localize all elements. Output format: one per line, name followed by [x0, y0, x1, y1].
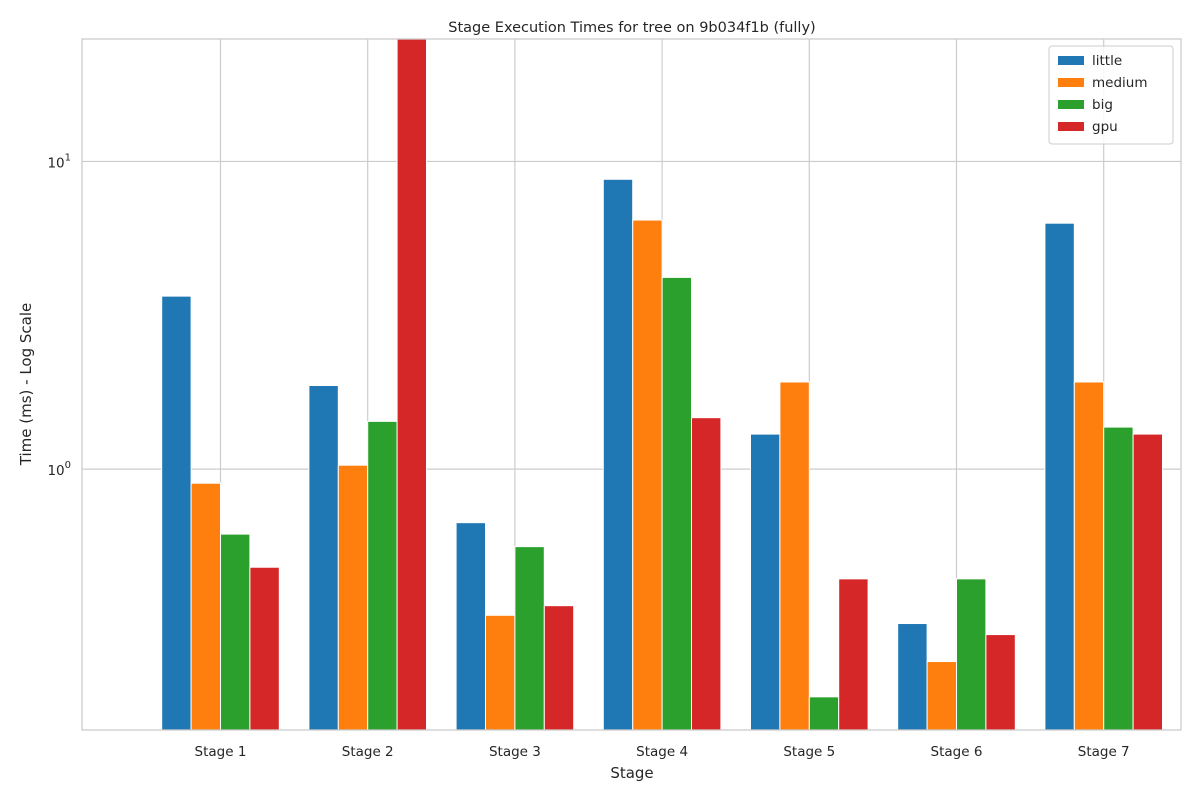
bar-little	[308, 385, 339, 731]
bar-medium	[779, 381, 810, 731]
y-axis-label: Time (ms) - Log Scale	[17, 303, 35, 466]
legend-swatch-little	[1058, 56, 1084, 65]
bar-gpu	[985, 634, 1016, 731]
bar-big	[514, 546, 545, 731]
bars	[161, 38, 1163, 731]
legend-label-little: little	[1092, 53, 1122, 69]
legend-label-big: big	[1092, 97, 1113, 113]
legend-label-medium: medium	[1092, 75, 1147, 91]
x-tick-label: Stage 2	[342, 744, 394, 760]
x-tick-label: Stage 5	[783, 744, 835, 760]
y-tick-labels: 100 101	[47, 152, 71, 479]
chart-title: Stage Execution Times for tree on 9b034f…	[448, 20, 815, 36]
x-tick-label: Stage 1	[195, 744, 247, 760]
bar-medium	[337, 464, 369, 731]
x-tick-label: Stage 6	[931, 744, 983, 760]
bar-medium	[632, 219, 663, 731]
bar-medium	[926, 661, 957, 731]
bar-gpu	[249, 566, 280, 731]
bar-big	[808, 696, 840, 731]
bar-little	[455, 522, 487, 731]
legend-box	[1048, 45, 1174, 145]
bar-medium	[485, 614, 516, 731]
bar-big	[1103, 426, 1134, 731]
bar-gpu	[543, 605, 575, 731]
x-tick-labels: Stage 1 Stage 2 Stage 3 Stage 4 Stage 5 Stage…	[195, 744, 1130, 760]
x-tick-label: Stage 3	[489, 744, 541, 760]
bar-medium	[190, 482, 222, 731]
bar-gpu	[396, 38, 428, 731]
x-tick-label: Stage 4	[636, 744, 688, 760]
bar-little	[897, 623, 928, 731]
legend-swatch-medium	[1058, 78, 1084, 87]
legend-swatch-gpu	[1058, 122, 1084, 131]
bar-little	[750, 433, 781, 731]
bar-big	[956, 578, 987, 731]
x-axis-label: Stage	[610, 764, 653, 782]
bar-big	[661, 276, 692, 731]
bar-gpu	[691, 417, 722, 731]
legend: little medium big gpu	[1048, 45, 1174, 145]
bar-big	[220, 533, 251, 731]
y-tick-label: 100	[47, 460, 71, 479]
plot-frame	[81, 38, 1182, 731]
x-tick-label: Stage 7	[1078, 744, 1130, 760]
legend-swatch-big	[1058, 100, 1084, 109]
bar-little	[1044, 222, 1075, 731]
bar-medium	[1073, 381, 1105, 731]
bar-gpu	[838, 578, 869, 731]
bar-gpu	[1132, 433, 1163, 731]
bar-big	[367, 420, 398, 731]
bar-little	[602, 178, 634, 731]
bar-little	[161, 295, 192, 731]
legend-label-gpu: gpu	[1092, 119, 1118, 135]
y-tick-label: 101	[47, 152, 71, 171]
